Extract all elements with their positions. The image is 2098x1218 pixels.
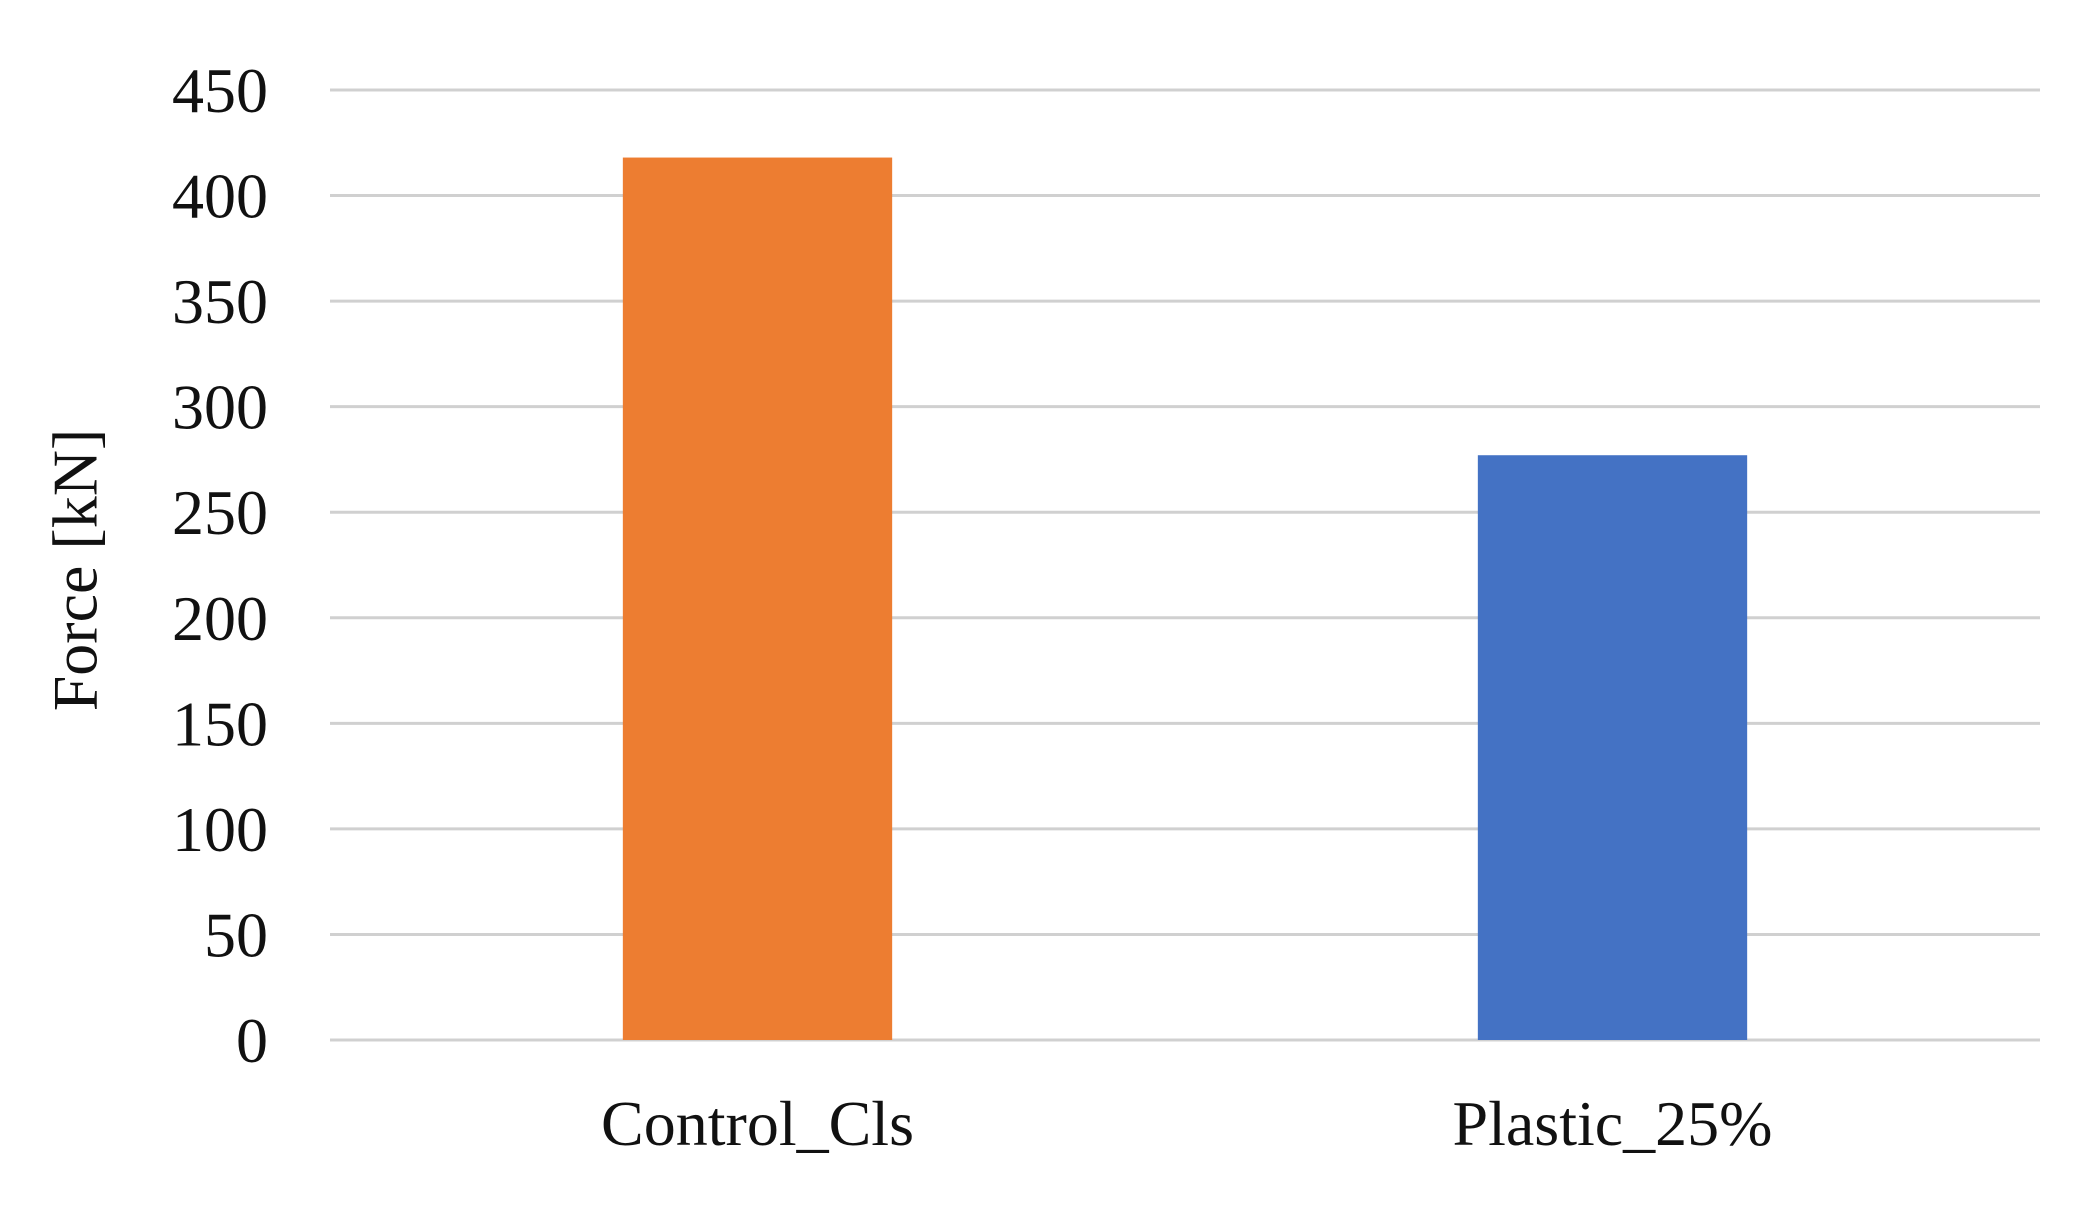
x-category-label: Control_Cls xyxy=(601,1088,914,1159)
bar-1 xyxy=(1477,455,1748,1040)
x-category-label: Plastic_25% xyxy=(1453,1088,1773,1159)
y-tick-label: 450 xyxy=(172,55,268,126)
y-tick-label: 0 xyxy=(236,1005,268,1076)
gridlines xyxy=(330,88,2040,1042)
y-tick-label: 350 xyxy=(172,266,268,337)
y-tick-label: 250 xyxy=(172,477,268,548)
y-tick-label: 200 xyxy=(172,583,268,654)
y-tick-label: 150 xyxy=(172,688,268,759)
y-axis-ticks: 0 50 100 150 200 250 300 350 400 450 xyxy=(172,55,268,1076)
x-axis-categories: Control_Cls Plastic_25% xyxy=(601,1088,1772,1159)
y-tick-label: 50 xyxy=(204,899,268,970)
y-tick-label: 300 xyxy=(172,372,268,443)
bars xyxy=(622,157,1748,1041)
y-axis-title: Force [kN] xyxy=(40,429,111,712)
bar-0 xyxy=(622,157,893,1041)
y-tick-label: 100 xyxy=(172,794,268,865)
y-tick-label: 400 xyxy=(172,161,268,232)
